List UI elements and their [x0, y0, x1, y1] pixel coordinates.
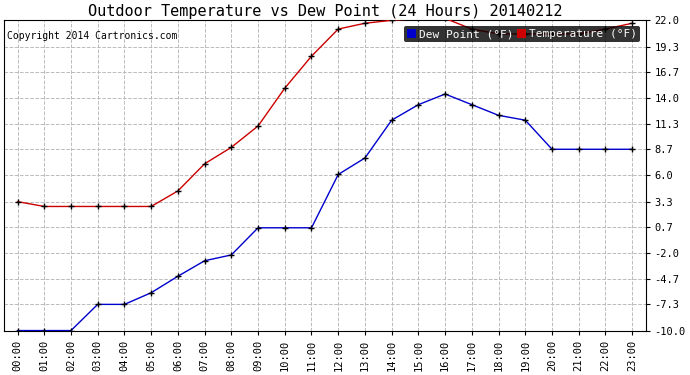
- Legend: Dew Point (°F), Temperature (°F): Dew Point (°F), Temperature (°F): [404, 26, 640, 42]
- Title: Outdoor Temperature vs Dew Point (24 Hours) 20140212: Outdoor Temperature vs Dew Point (24 Hou…: [88, 4, 562, 19]
- Text: Copyright 2014 Cartronics.com: Copyright 2014 Cartronics.com: [7, 32, 177, 41]
